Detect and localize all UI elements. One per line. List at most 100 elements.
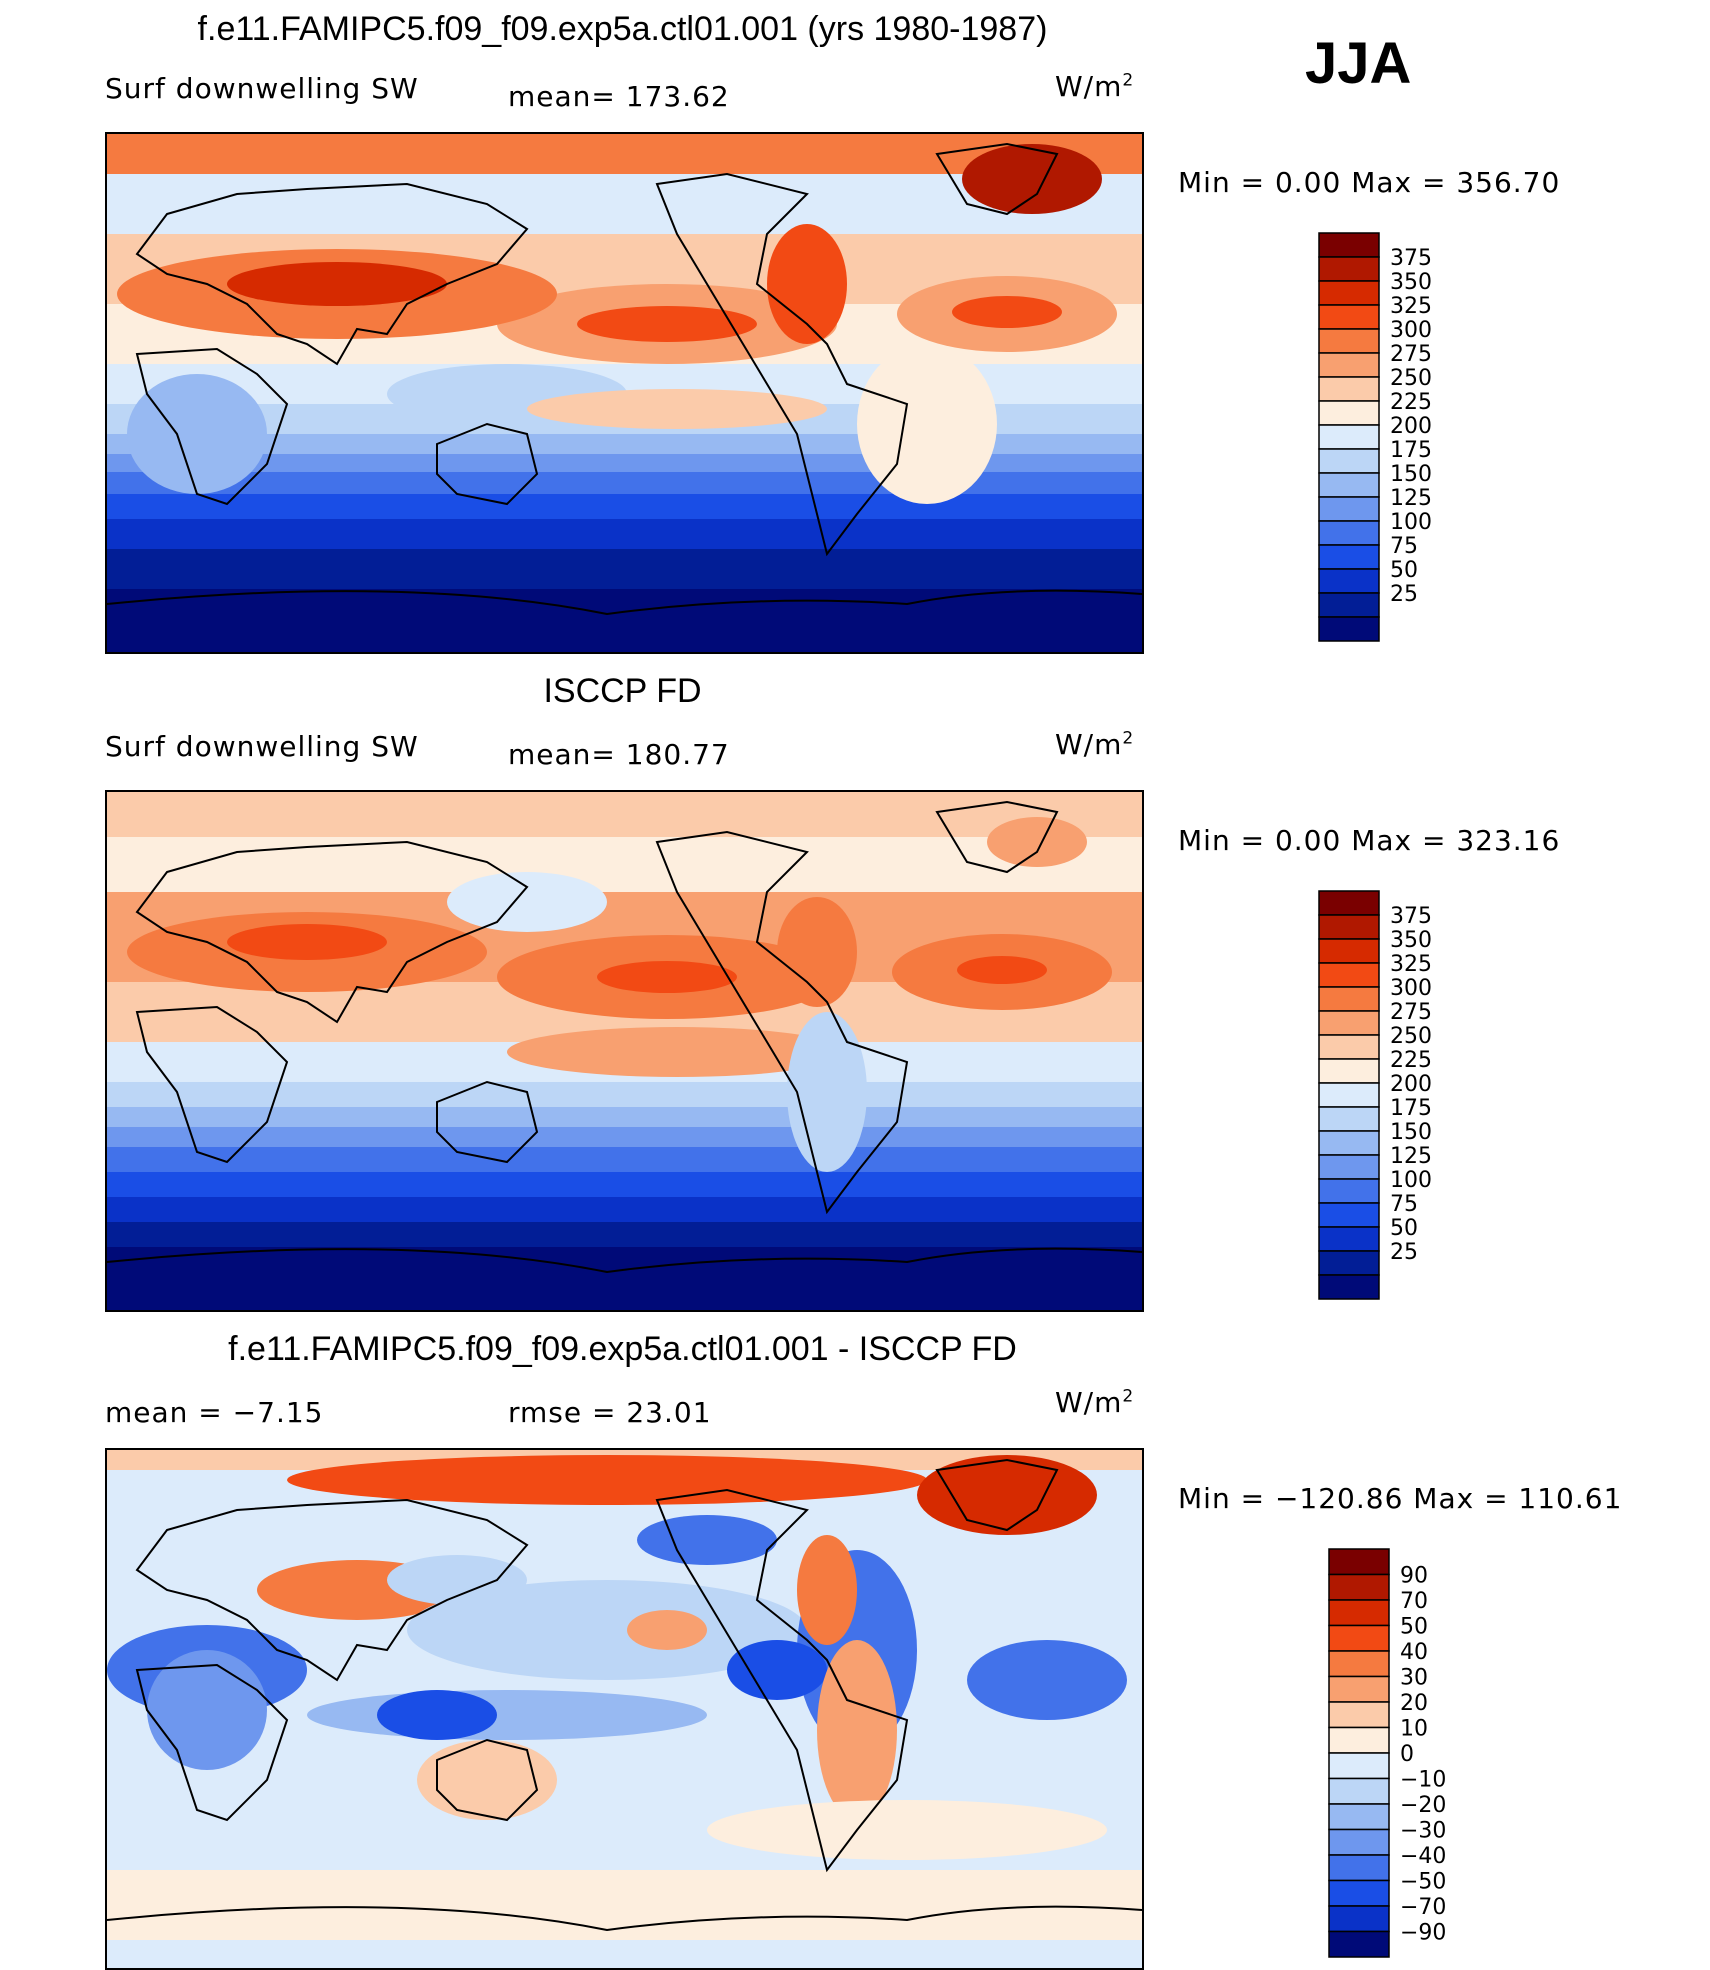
colorbar-tick-label: 70 xyxy=(1400,1589,1428,1614)
colorbar-tick-label: 350 xyxy=(1390,270,1432,295)
colorbar-swatch xyxy=(1318,568,1380,594)
panel-3-min-max: Min = −120.86 Max = 110.61 xyxy=(1178,1482,1623,1515)
colorbar-tick-label: 30 xyxy=(1400,1666,1428,1691)
colorbar-tick-label: 200 xyxy=(1390,1072,1432,1097)
colorbar-swatch xyxy=(1318,1130,1380,1156)
panel-3-mean-label: mean = −7.15 xyxy=(105,1396,324,1429)
colorbar-swatch xyxy=(1318,616,1380,642)
panel-2-mean-label: mean= 180.77 xyxy=(508,738,730,771)
colorbar-tick-label: 50 xyxy=(1390,558,1418,583)
colorbar-swatch xyxy=(1318,544,1380,570)
panel-1-title: f.e11.FAMIPC5.f09_f09.exp5a.ctl01.001 (y… xyxy=(197,10,1048,48)
colorbar-tick-label: 125 xyxy=(1390,486,1432,511)
colorbar-tick-label: 0 xyxy=(1400,1742,1414,1767)
colorbar-swatch xyxy=(1318,914,1380,940)
panel-2-colorbar: 375 350 325 300 275 250 225 200 175 150 125 100 75 50… xyxy=(1318,890,1458,1300)
colorbar-tick-label: 225 xyxy=(1390,390,1432,415)
colorbar-swatch xyxy=(1318,890,1380,916)
colorbar-swatch xyxy=(1318,1058,1380,1084)
colorbar-swatch xyxy=(1328,1854,1390,1882)
colorbar-tick-label: 275 xyxy=(1390,342,1432,367)
colorbar-tick-label: 75 xyxy=(1390,1192,1418,1217)
colorbar-tick-label: 25 xyxy=(1390,1240,1418,1265)
colorbar-tick-label: 40 xyxy=(1400,1640,1428,1665)
colorbar-swatch xyxy=(1318,520,1380,546)
colorbar-tick-label: −50 xyxy=(1400,1870,1446,1895)
colorbar-swatch xyxy=(1328,1726,1390,1754)
colorbar-swatch xyxy=(1328,1879,1390,1907)
panel-1-min-max: Min = 0.00 Max = 356.70 xyxy=(1178,166,1561,199)
colorbar-swatch xyxy=(1328,1777,1390,1805)
colorbar-swatch xyxy=(1318,1154,1380,1180)
panel-1-mean-label: mean= 173.62 xyxy=(508,80,730,113)
colorbar-swatch xyxy=(1318,986,1380,1012)
colorbar-tick-label: 325 xyxy=(1390,952,1432,977)
colorbar-tick-label: −20 xyxy=(1400,1793,1446,1818)
colorbar-tick-label: 50 xyxy=(1400,1615,1428,1640)
colorbar-swatch xyxy=(1318,280,1380,306)
colorbar-tick-label: 25 xyxy=(1390,582,1418,607)
panel-2-title: ISCCP FD xyxy=(543,672,702,710)
colorbar-tick-label: 250 xyxy=(1390,366,1432,391)
panel-3-map xyxy=(105,1448,1144,1970)
colorbar-tick-label: 375 xyxy=(1390,904,1432,929)
colorbar-tick-label: 150 xyxy=(1390,462,1432,487)
colorbar-swatch xyxy=(1318,1082,1380,1108)
colorbar-swatch xyxy=(1318,1034,1380,1060)
panel-2-units: W/m2 xyxy=(1055,728,1135,761)
colorbar-swatch xyxy=(1318,328,1380,354)
colorbar-swatch xyxy=(1318,1250,1380,1276)
colorbar-swatch xyxy=(1318,256,1380,282)
colorbar-tick-label: −70 xyxy=(1400,1895,1446,1920)
colorbar-swatch xyxy=(1318,472,1380,498)
colorbar-swatch xyxy=(1318,1010,1380,1036)
panel-2-left-label: Surf downwelling SW xyxy=(105,730,419,763)
colorbar-swatch xyxy=(1318,424,1380,450)
colorbar-swatch xyxy=(1328,1650,1390,1678)
colorbar-swatch xyxy=(1328,1573,1390,1601)
colorbar-swatch xyxy=(1328,1548,1390,1576)
colorbar-swatch xyxy=(1328,1905,1390,1933)
season-label: JJA xyxy=(1305,31,1412,96)
colorbar-tick-label: 300 xyxy=(1390,318,1432,343)
colorbar-swatch xyxy=(1318,1178,1380,1204)
colorbar-tick-label: 125 xyxy=(1390,1144,1432,1169)
panel-3-colorbar: 90 70 50 40 30 20 10 0 −10 −20 −30 −40 −50 −70 −90 xyxy=(1328,1548,1468,1958)
colorbar-swatch xyxy=(1318,1274,1380,1300)
colorbar-swatch xyxy=(1318,1226,1380,1252)
colorbar-tick-label: 300 xyxy=(1390,976,1432,1001)
colorbar-tick-label: 175 xyxy=(1390,438,1432,463)
colorbar-swatch xyxy=(1328,1803,1390,1831)
colorbar-tick-label: 250 xyxy=(1390,1024,1432,1049)
panel-3-title: f.e11.FAMIPC5.f09_f09.exp5a.ctl01.001 - … xyxy=(228,1330,1017,1368)
colorbar-tick-label: 100 xyxy=(1390,510,1432,535)
panel-1-map xyxy=(105,132,1144,654)
panel-2-map xyxy=(105,790,1144,1312)
colorbar-tick-label: −90 xyxy=(1400,1921,1446,1946)
colorbar-swatch xyxy=(1328,1701,1390,1729)
panel-1-units: W/m2 xyxy=(1055,70,1135,103)
colorbar-tick-label: 100 xyxy=(1390,1168,1432,1193)
colorbar-tick-label: 350 xyxy=(1390,928,1432,953)
panel-1-colorbar: 375 350 325 300 275 250 225 200 175 150 125 100 75 50… xyxy=(1318,232,1458,642)
panel-2-min-max: Min = 0.00 Max = 323.16 xyxy=(1178,824,1561,857)
colorbar-swatch xyxy=(1318,1202,1380,1228)
colorbar-tick-label: −30 xyxy=(1400,1819,1446,1844)
colorbar-tick-label: −40 xyxy=(1400,1844,1446,1869)
colorbar-tick-label: 150 xyxy=(1390,1120,1432,1145)
colorbar-swatch xyxy=(1318,592,1380,618)
colorbar-swatch xyxy=(1318,1106,1380,1132)
colorbar-swatch xyxy=(1328,1675,1390,1703)
colorbar-tick-label: 50 xyxy=(1390,1216,1418,1241)
colorbar-tick-label: 225 xyxy=(1390,1048,1432,1073)
colorbar-tick-label: 375 xyxy=(1390,246,1432,271)
panel-3-units: W/m2 xyxy=(1055,1386,1135,1419)
colorbar-swatch xyxy=(1328,1752,1390,1780)
colorbar-swatch xyxy=(1328,1828,1390,1856)
colorbar-swatch xyxy=(1328,1624,1390,1652)
colorbar-tick-label: 20 xyxy=(1400,1691,1428,1716)
colorbar-swatch xyxy=(1318,496,1380,522)
colorbar-tick-label: 75 xyxy=(1390,534,1418,559)
colorbar-tick-label: 325 xyxy=(1390,294,1432,319)
colorbar-swatch xyxy=(1318,232,1380,258)
